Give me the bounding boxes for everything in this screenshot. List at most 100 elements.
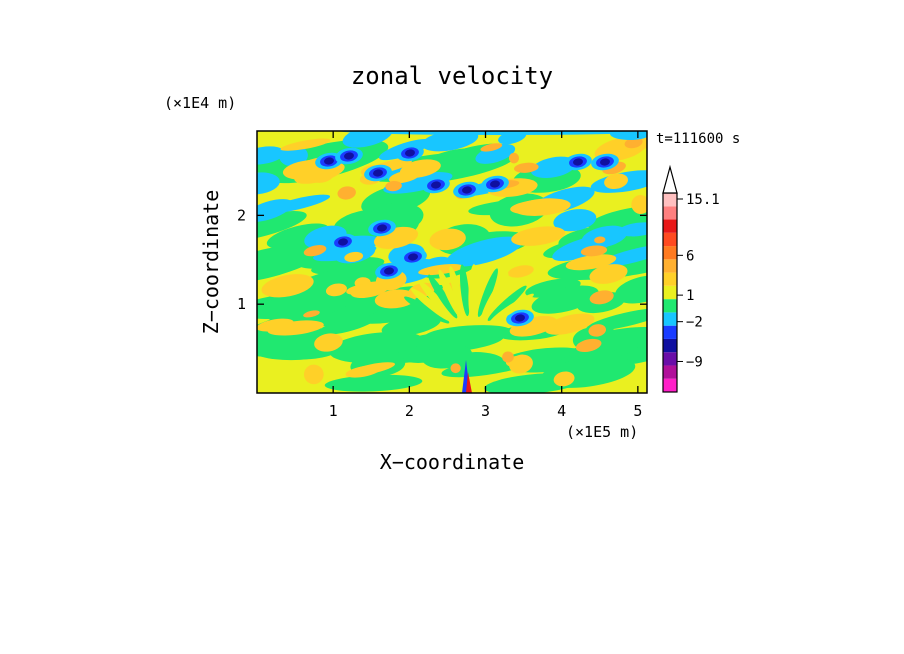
y-axis-label: Z−coordinate [199, 190, 223, 335]
contour-blob [303, 310, 320, 318]
contour-blob [421, 131, 479, 152]
contour-blob [345, 365, 381, 378]
colorbar-arrow [662, 164, 678, 194]
contour-blob [473, 265, 488, 317]
contour-blob [462, 186, 472, 194]
contour-blob [502, 351, 514, 363]
y-tick-label: 2 [237, 206, 246, 224]
contour-blob [422, 343, 472, 369]
contour-blob [553, 371, 575, 387]
colorbar-swatch [663, 365, 677, 379]
colorbar-label: −2 [686, 315, 703, 331]
x-tick-label: 3 [481, 402, 490, 420]
mountain-jet [466, 372, 472, 393]
contour-blob [610, 131, 647, 140]
x-tick-label: 1 [329, 402, 338, 420]
contour-blob [303, 245, 327, 257]
colorbar-label: 1 [686, 288, 694, 304]
contour-blob [344, 152, 354, 160]
colorbar-swatch [663, 285, 677, 300]
contour-blob [600, 158, 610, 166]
colorbar-label: 6 [686, 248, 694, 264]
contour-blob [585, 326, 647, 345]
colorbar-swatch [663, 378, 677, 392]
contour-blob [573, 158, 583, 166]
contour-blob [257, 318, 294, 332]
contour-blob [480, 143, 503, 152]
contour-blob [257, 146, 285, 165]
contour-blob [342, 131, 393, 148]
contour-blob [346, 284, 369, 295]
y-axis: 12 [237, 206, 647, 313]
contour-blob [373, 169, 383, 177]
contour-blob [481, 272, 509, 318]
colorbar-label: −9 [686, 354, 703, 370]
x-unit-label: (×1E5 m) [566, 423, 638, 441]
colorbar-swatch [663, 232, 677, 247]
contour-blob [340, 131, 647, 135]
contour-blob [314, 333, 343, 352]
colorbar-swatch [663, 219, 677, 233]
contour-blob [553, 209, 597, 232]
colorbar-label: 15.1 [686, 192, 720, 208]
y-unit-label: (×1E4 m) [164, 94, 236, 112]
colorbar-swatch [663, 325, 677, 339]
colorbar-swatch [663, 312, 677, 326]
contour-blob [324, 157, 334, 165]
contour-blob [438, 269, 461, 318]
x-tick-label: 5 [633, 402, 642, 420]
x-axis: 1 2 3 4 5 [329, 131, 642, 420]
contour-blob [531, 285, 599, 314]
colorbar: 15.1 6 1 −2 −9 [662, 164, 720, 393]
colorbar-swatch [663, 193, 677, 207]
colorbar-swatch [663, 352, 677, 366]
colorbar-swatch [663, 299, 677, 313]
contour-blob [449, 266, 465, 317]
colorbar-swatch [663, 246, 677, 260]
contour-blob [418, 263, 464, 276]
contour-blob [400, 159, 441, 178]
contour-blob [618, 222, 647, 237]
contour-blob [588, 324, 607, 337]
contour-blob [544, 313, 595, 335]
contour-blob [279, 145, 308, 167]
contour-blob [431, 181, 441, 189]
contour-blob [490, 180, 500, 188]
chart-title: zonal velocity [351, 62, 553, 90]
time-label: t=111600 s [656, 131, 740, 147]
x-axis-label: X−coordinate [380, 450, 525, 474]
contour-blob [384, 267, 394, 275]
contour-blob [477, 268, 498, 317]
contour-blob [490, 293, 534, 323]
contour-blob [589, 264, 628, 284]
contour-blob [381, 314, 441, 337]
contour-blob [377, 224, 387, 232]
contour-blob [337, 186, 356, 200]
contour-field [257, 131, 647, 393]
contour-blob [338, 238, 348, 246]
contour-blob [344, 251, 364, 262]
contour-blob [410, 288, 452, 322]
contour-blob [507, 265, 534, 278]
contour-blob [508, 152, 520, 164]
contour-blob [280, 138, 331, 151]
colorbar-swatch [663, 272, 677, 286]
contour-blob [614, 275, 647, 304]
contour-blob [575, 338, 602, 353]
colorbar-swatch [663, 259, 677, 273]
contour-blob [511, 226, 566, 246]
contour-blob [428, 274, 458, 319]
contour-blob [261, 274, 314, 298]
contour-blob [429, 228, 466, 251]
contour-blob [565, 254, 617, 271]
contour-blob [257, 211, 307, 243]
contour-blob [514, 162, 539, 173]
contour-blob [325, 283, 347, 297]
contour-blob [374, 289, 416, 309]
y-tick-label: 1 [237, 295, 246, 313]
contour-blob [385, 180, 402, 192]
contour-blob [580, 245, 608, 257]
x-tick-label: 2 [405, 402, 414, 420]
contour-blob [303, 364, 324, 385]
